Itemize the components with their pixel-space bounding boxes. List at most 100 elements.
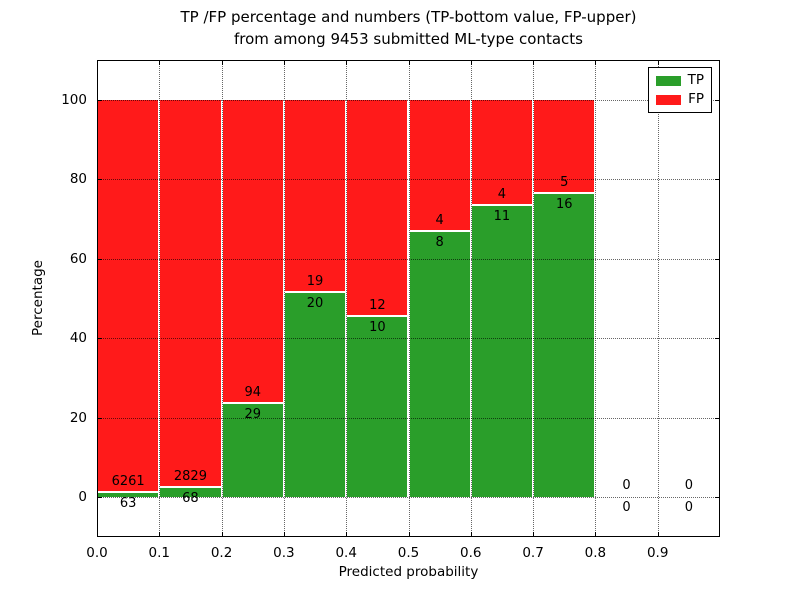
bar-tp-segment — [346, 316, 409, 498]
tp-count-label: 0 — [622, 500, 631, 516]
x-tick-mark — [221, 532, 223, 537]
x-tick-mark — [595, 532, 597, 537]
x-gridline — [159, 60, 161, 537]
bar-tp-segment — [533, 194, 596, 498]
x-tick-mark — [283, 60, 285, 65]
x-tick-label: 0.8 — [584, 545, 607, 561]
bar-fp-segment — [533, 99, 596, 195]
y-tick-label: 80 — [69, 171, 87, 188]
x-tick-mark — [408, 60, 410, 65]
tp-count-label: 11 — [493, 208, 511, 224]
fp-legend-label: FP — [688, 91, 704, 107]
bar-fp-segment — [346, 99, 409, 317]
y-tick-mark — [97, 179, 102, 181]
tp-legend-swatch — [656, 75, 681, 86]
x-tick-label: 0.7 — [522, 545, 544, 561]
plot-area: TP FP 6261 63 2829 68 94 29 19 20 12 10 4 8 4 11 5 16 0 0… — [97, 60, 720, 537]
x-gridline — [595, 60, 597, 537]
x-gridline — [283, 60, 285, 537]
bar-fp-segment — [221, 99, 284, 404]
tp-count-label: 29 — [244, 406, 262, 422]
fp-count-label: 4 — [435, 213, 444, 229]
fp-count-label: 2829 — [173, 468, 207, 484]
y-tick-mark — [97, 338, 102, 340]
fp-legend-swatch — [656, 94, 681, 105]
x-tick-label: 0.0 — [86, 545, 108, 561]
fp-count-label: 4 — [497, 186, 507, 202]
x-tick-mark — [283, 532, 285, 537]
x-tick-mark — [97, 532, 98, 537]
x-tick-label: 0.9 — [646, 545, 669, 561]
y-tick-mark — [715, 179, 720, 181]
tp-count-label: 68 — [182, 490, 199, 506]
tp-count-label: 20 — [306, 296, 324, 312]
bar-fp-segment — [470, 99, 534, 206]
x-tick-mark — [346, 532, 348, 537]
y-tick-label: 60 — [69, 250, 87, 267]
y-tick-label: 20 — [69, 409, 87, 426]
bar-fp-segment — [283, 99, 347, 294]
tp-count-label: 8 — [435, 235, 444, 251]
x-tick-mark — [657, 60, 659, 65]
tp-count-label: 0 — [684, 500, 693, 516]
fp-count-label: 5 — [560, 175, 569, 191]
bar-fp-segment — [408, 99, 471, 233]
x-tick-mark — [97, 60, 98, 65]
x-tick-mark — [346, 60, 348, 65]
y-tick-label: 40 — [69, 330, 87, 347]
y-tick-mark — [97, 99, 102, 101]
fp-count-label: 0 — [684, 478, 693, 494]
x-gridline — [346, 60, 348, 537]
bar-fp-segment — [159, 99, 222, 488]
bar-tp-segment — [470, 205, 534, 498]
x-tick-mark — [657, 532, 659, 537]
x-gridline — [221, 60, 223, 537]
legend-entry-tp: TP — [656, 72, 704, 88]
x-gridline — [533, 60, 535, 537]
y-tick-mark — [715, 338, 720, 340]
fp-count-label: 94 — [244, 384, 262, 400]
x-axis-label: Predicted probability — [338, 564, 479, 580]
chart-title-line1: TP /FP percentage and numbers (TP-bottom… — [180, 8, 637, 26]
y-tick-mark — [715, 417, 720, 419]
bar-tp-segment — [221, 403, 284, 498]
x-tick-label: 0.6 — [460, 545, 482, 561]
fp-count-label: 6261 — [111, 474, 145, 490]
fp-count-label: 0 — [622, 478, 631, 494]
y-tick-label: 0 — [78, 489, 87, 506]
x-tick-mark — [159, 532, 161, 537]
x-tick-mark — [408, 532, 410, 537]
chart-title-line2: from among 9453 submitted ML-type contac… — [234, 30, 583, 48]
fp-count-label: 19 — [306, 274, 324, 290]
x-tick-label: 0.3 — [273, 545, 295, 561]
y-tick-mark — [97, 497, 102, 499]
tp-legend-label: TP — [687, 72, 704, 88]
y-tick-mark — [715, 99, 720, 101]
legend-entry-fp: FP — [656, 91, 704, 107]
x-tick-label: 0.5 — [397, 545, 420, 561]
x-tick-label: 0.4 — [335, 545, 357, 561]
x-gridline — [657, 60, 659, 537]
y-axis-label: Percentage — [30, 260, 46, 336]
x-tick-mark — [470, 532, 472, 537]
y-tick-mark — [97, 417, 102, 419]
y-tick-mark — [715, 258, 720, 260]
x-tick-mark — [470, 60, 472, 65]
x-gridline — [408, 60, 410, 537]
tp-count-label: 16 — [555, 197, 573, 213]
legend: TP FP — [648, 67, 712, 113]
x-tick-label: 0.2 — [210, 545, 233, 561]
y-tick-mark — [715, 497, 720, 499]
x-tick-mark — [595, 60, 597, 65]
x-gridline — [470, 60, 472, 537]
tp-count-label: 10 — [369, 319, 386, 335]
bar-tp-segment — [408, 232, 471, 498]
x-tick-label: 0.1 — [148, 545, 171, 561]
y-tick-label: 100 — [61, 91, 87, 108]
y-tick-mark — [97, 258, 102, 260]
fp-count-label: 12 — [369, 297, 386, 313]
x-tick-mark — [221, 60, 223, 65]
tp-count-label: 63 — [119, 496, 137, 512]
x-tick-mark — [533, 60, 535, 65]
